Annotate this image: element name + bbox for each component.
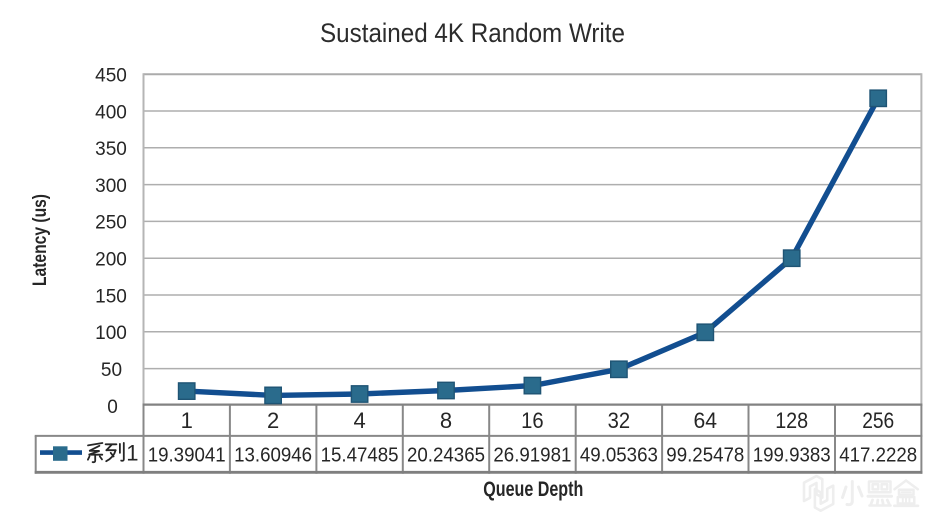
svg-text:Latency (us): Latency (us) <box>29 194 51 286</box>
svg-text:450: 450 <box>95 66 127 87</box>
svg-text:26.91981: 26.91981 <box>493 443 571 466</box>
svg-text:50: 50 <box>101 360 122 381</box>
svg-text:49.05363: 49.05363 <box>580 443 658 466</box>
svg-text:0: 0 <box>107 397 118 418</box>
svg-text:300: 300 <box>95 176 127 197</box>
svg-text:1: 1 <box>126 441 138 466</box>
svg-text:8: 8 <box>440 408 452 433</box>
svg-text:16: 16 <box>521 408 544 433</box>
svg-text:2: 2 <box>267 408 279 433</box>
svg-text:100: 100 <box>95 323 127 344</box>
svg-text:Sustained 4K Random Write: Sustained 4K Random Write <box>320 18 625 48</box>
svg-text:13.60946: 13.60946 <box>234 443 312 466</box>
svg-text:400: 400 <box>95 102 127 123</box>
svg-text:128: 128 <box>775 408 808 433</box>
svg-text:Queue Depth: Queue Depth <box>483 477 583 501</box>
svg-text:200: 200 <box>95 250 127 271</box>
svg-text:199.9383: 199.9383 <box>753 443 831 466</box>
svg-text:350: 350 <box>95 139 127 160</box>
svg-text:250: 250 <box>95 213 127 234</box>
svg-text:19.39041: 19.39041 <box>148 443 226 466</box>
svg-text:99.25478: 99.25478 <box>666 443 744 466</box>
svg-text:64: 64 <box>694 408 718 433</box>
svg-text:256: 256 <box>862 408 894 433</box>
svg-text:15.47485: 15.47485 <box>321 443 399 466</box>
svg-text:1: 1 <box>181 408 193 433</box>
svg-text:20.24365: 20.24365 <box>407 443 485 466</box>
svg-text:4: 4 <box>353 408 365 433</box>
svg-text:150: 150 <box>95 286 127 307</box>
svg-text:32: 32 <box>608 408 631 433</box>
svg-text:417.2228: 417.2228 <box>839 443 917 466</box>
